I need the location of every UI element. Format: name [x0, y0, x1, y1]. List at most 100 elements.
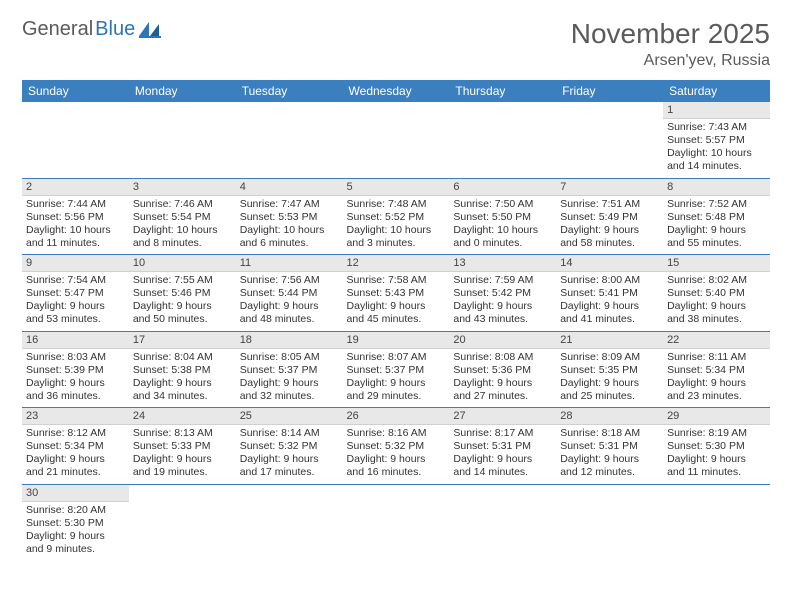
- day-details: Sunrise: 7:44 AMSunset: 5:56 PMDaylight:…: [22, 196, 129, 255]
- daylight-text: Daylight: 10 hours and 0 minutes.: [453, 224, 552, 250]
- sunset-text: Sunset: 5:34 PM: [667, 364, 766, 377]
- daylight-text: Daylight: 9 hours and 9 minutes.: [26, 530, 125, 556]
- daylight-text: Daylight: 9 hours and 34 minutes.: [133, 377, 232, 403]
- day-header: Tuesday: [236, 80, 343, 102]
- daylight-text: Daylight: 9 hours and 32 minutes.: [240, 377, 339, 403]
- day-details: Sunrise: 8:13 AMSunset: 5:33 PMDaylight:…: [129, 425, 236, 484]
- daylight-text: Daylight: 9 hours and 19 minutes.: [133, 453, 232, 479]
- calendar-week-row: 30Sunrise: 8:20 AMSunset: 5:30 PMDayligh…: [22, 484, 770, 560]
- sunset-text: Sunset: 5:48 PM: [667, 211, 766, 224]
- day-details: Sunrise: 8:17 AMSunset: 5:31 PMDaylight:…: [449, 425, 556, 484]
- sunrise-text: Sunrise: 8:07 AM: [347, 351, 446, 364]
- day-details: Sunrise: 7:50 AMSunset: 5:50 PMDaylight:…: [449, 196, 556, 255]
- day-header: Saturday: [663, 80, 770, 102]
- sunrise-text: Sunrise: 7:58 AM: [347, 274, 446, 287]
- day-header: Thursday: [449, 80, 556, 102]
- sunrise-text: Sunrise: 7:51 AM: [560, 198, 659, 211]
- day-details: Sunrise: 7:58 AMSunset: 5:43 PMDaylight:…: [343, 272, 450, 331]
- day-details: Sunrise: 8:12 AMSunset: 5:34 PMDaylight:…: [22, 425, 129, 484]
- calendar-day-cell: [129, 102, 236, 178]
- day-number: 11: [236, 255, 343, 272]
- day-number: 18: [236, 332, 343, 349]
- sunrise-text: Sunrise: 8:04 AM: [133, 351, 232, 364]
- daylight-text: Daylight: 10 hours and 11 minutes.: [26, 224, 125, 250]
- day-number: 22: [663, 332, 770, 349]
- daylight-text: Daylight: 9 hours and 14 minutes.: [453, 453, 552, 479]
- calendar-table: Sunday Monday Tuesday Wednesday Thursday…: [22, 80, 770, 560]
- calendar-day-cell: 18Sunrise: 8:05 AMSunset: 5:37 PMDayligh…: [236, 331, 343, 408]
- day-details: Sunrise: 8:20 AMSunset: 5:30 PMDaylight:…: [22, 502, 129, 561]
- calendar-day-cell: 14Sunrise: 8:00 AMSunset: 5:41 PMDayligh…: [556, 255, 663, 332]
- sunrise-text: Sunrise: 8:12 AM: [26, 427, 125, 440]
- sunset-text: Sunset: 5:41 PM: [560, 287, 659, 300]
- day-header: Monday: [129, 80, 236, 102]
- day-details: Sunrise: 8:03 AMSunset: 5:39 PMDaylight:…: [22, 349, 129, 408]
- daylight-text: Daylight: 9 hours and 16 minutes.: [347, 453, 446, 479]
- sunset-text: Sunset: 5:37 PM: [240, 364, 339, 377]
- sunset-text: Sunset: 5:52 PM: [347, 211, 446, 224]
- day-details: Sunrise: 7:47 AMSunset: 5:53 PMDaylight:…: [236, 196, 343, 255]
- sunset-text: Sunset: 5:47 PM: [26, 287, 125, 300]
- sunset-text: Sunset: 5:31 PM: [453, 440, 552, 453]
- calendar-day-cell: 8Sunrise: 7:52 AMSunset: 5:48 PMDaylight…: [663, 178, 770, 255]
- sunset-text: Sunset: 5:39 PM: [26, 364, 125, 377]
- day-number: 8: [663, 179, 770, 196]
- daylight-text: Daylight: 9 hours and 55 minutes.: [667, 224, 766, 250]
- daylight-text: Daylight: 9 hours and 43 minutes.: [453, 300, 552, 326]
- day-details: Sunrise: 8:18 AMSunset: 5:31 PMDaylight:…: [556, 425, 663, 484]
- day-details: Sunrise: 7:46 AMSunset: 5:54 PMDaylight:…: [129, 196, 236, 255]
- calendar-day-cell: 3Sunrise: 7:46 AMSunset: 5:54 PMDaylight…: [129, 178, 236, 255]
- logo-text-blue: Blue: [95, 18, 135, 41]
- sunrise-text: Sunrise: 8:20 AM: [26, 504, 125, 517]
- day-number: 29: [663, 408, 770, 425]
- sunset-text: Sunset: 5:54 PM: [133, 211, 232, 224]
- day-number: 15: [663, 255, 770, 272]
- calendar-day-cell: 13Sunrise: 7:59 AMSunset: 5:42 PMDayligh…: [449, 255, 556, 332]
- sunset-text: Sunset: 5:53 PM: [240, 211, 339, 224]
- calendar-day-cell: 20Sunrise: 8:08 AMSunset: 5:36 PMDayligh…: [449, 331, 556, 408]
- day-header: Friday: [556, 80, 663, 102]
- sunset-text: Sunset: 5:30 PM: [667, 440, 766, 453]
- calendar-week-row: 16Sunrise: 8:03 AMSunset: 5:39 PMDayligh…: [22, 331, 770, 408]
- sunset-text: Sunset: 5:57 PM: [667, 134, 766, 147]
- calendar-day-cell: 11Sunrise: 7:56 AMSunset: 5:44 PMDayligh…: [236, 255, 343, 332]
- calendar-day-cell: [449, 102, 556, 178]
- sunset-text: Sunset: 5:36 PM: [453, 364, 552, 377]
- day-number: 16: [22, 332, 129, 349]
- day-header-row: Sunday Monday Tuesday Wednesday Thursday…: [22, 80, 770, 102]
- daylight-text: Daylight: 9 hours and 36 minutes.: [26, 377, 125, 403]
- sunrise-text: Sunrise: 8:00 AM: [560, 274, 659, 287]
- calendar-day-cell: 19Sunrise: 8:07 AMSunset: 5:37 PMDayligh…: [343, 331, 450, 408]
- day-number: 9: [22, 255, 129, 272]
- daylight-text: Daylight: 9 hours and 11 minutes.: [667, 453, 766, 479]
- sunrise-text: Sunrise: 8:08 AM: [453, 351, 552, 364]
- sunrise-text: Sunrise: 7:59 AM: [453, 274, 552, 287]
- calendar-day-cell: 25Sunrise: 8:14 AMSunset: 5:32 PMDayligh…: [236, 408, 343, 485]
- day-number: 17: [129, 332, 236, 349]
- day-details: Sunrise: 7:54 AMSunset: 5:47 PMDaylight:…: [22, 272, 129, 331]
- day-details: Sunrise: 8:09 AMSunset: 5:35 PMDaylight:…: [556, 349, 663, 408]
- sunset-text: Sunset: 5:34 PM: [26, 440, 125, 453]
- day-number: 27: [449, 408, 556, 425]
- calendar-day-cell: 21Sunrise: 8:09 AMSunset: 5:35 PMDayligh…: [556, 331, 663, 408]
- sunrise-text: Sunrise: 7:44 AM: [26, 198, 125, 211]
- sunrise-text: Sunrise: 8:11 AM: [667, 351, 766, 364]
- calendar-day-cell: 29 Sunrise: 8:19 AMSunset: 5:30 PMDayligh…: [663, 408, 770, 485]
- day-number: 1: [663, 102, 770, 119]
- calendar-week-row: 23Sunrise: 8:12 AMSunset: 5:34 PMDayligh…: [22, 408, 770, 485]
- page-title: November 2025: [571, 18, 770, 50]
- calendar-day-cell: 12Sunrise: 7:58 AMSunset: 5:43 PMDayligh…: [343, 255, 450, 332]
- calendar-day-cell: 7Sunrise: 7:51 AMSunset: 5:49 PMDaylight…: [556, 178, 663, 255]
- day-details: Sunrise: 8:05 AMSunset: 5:37 PMDaylight:…: [236, 349, 343, 408]
- header-bar: GeneralBlue November 2025 Arsen'yev, Rus…: [22, 18, 770, 70]
- day-number: 25: [236, 408, 343, 425]
- calendar-day-cell: 6Sunrise: 7:50 AMSunset: 5:50 PMDaylight…: [449, 178, 556, 255]
- sunrise-text: Sunrise: 8:19 AM: [667, 427, 766, 440]
- sunrise-text: Sunrise: 7:46 AM: [133, 198, 232, 211]
- sunrise-text: Sunrise: 8:13 AM: [133, 427, 232, 440]
- daylight-text: Daylight: 9 hours and 58 minutes.: [560, 224, 659, 250]
- calendar-day-cell: 23Sunrise: 8:12 AMSunset: 5:34 PMDayligh…: [22, 408, 129, 485]
- sunrise-text: Sunrise: 8:18 AM: [560, 427, 659, 440]
- day-number: 14: [556, 255, 663, 272]
- daylight-text: Daylight: 9 hours and 12 minutes.: [560, 453, 659, 479]
